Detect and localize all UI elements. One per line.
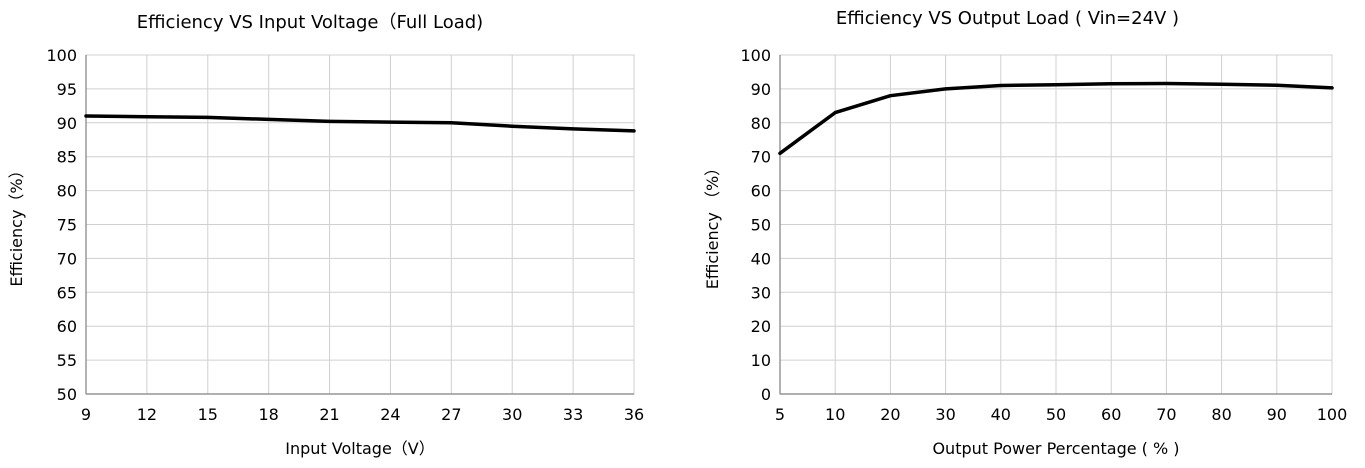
chart-plot: 0 10 20 30 40 50 60 70 80 90 100 5 10 20 30 40 50 60 70 80 9…: [703, 46, 1348, 458]
x-tick-label: 15: [198, 405, 218, 424]
y-tick-label: 90: [751, 80, 771, 99]
chart-title: Efficiency VS Output Load ( Vin=24V ): [835, 8, 1180, 29]
x-tick-label: 36: [624, 405, 644, 424]
x-tick-label: 20: [880, 405, 900, 424]
x-tick-label: 40: [991, 405, 1011, 424]
y-axis-label: Efficiency（%）: [7, 162, 26, 286]
y-tick-label: 40: [751, 249, 771, 268]
y-tick-label: 50: [57, 385, 77, 404]
y-tick-label: 70: [751, 148, 771, 167]
y-tick-label: 95: [57, 80, 77, 99]
x-tick-label: 30: [935, 405, 955, 424]
y-tick-label: 75: [57, 216, 77, 235]
y-tick-label: 10: [751, 351, 771, 370]
x-tick-label: 60: [1101, 405, 1121, 424]
chart-title: Efficiency VS Input Voltage（Full Load): [136, 12, 484, 33]
x-tick-label: 9: [81, 405, 91, 424]
y-tick-label: 100: [46, 46, 77, 65]
y-tick-label: 55: [57, 351, 77, 370]
y-tick-label: 100: [740, 46, 771, 65]
y-tick-label: 30: [751, 283, 771, 302]
y-tick-label: 80: [751, 114, 771, 133]
y-tick-label: 60: [751, 182, 771, 201]
x-tick-label: 30: [502, 405, 522, 424]
efficiency-series-line: [84, 114, 636, 133]
y-axis-label: Efficiency （%）: [703, 160, 722, 289]
y-tick-label: 65: [57, 283, 77, 302]
efficiency-series-line: [778, 81, 1334, 156]
y-tick-label: 60: [57, 317, 77, 336]
x-tick-label: 5: [775, 405, 785, 424]
x-axis-label: Output Power Percentage ( % ): [932, 439, 1179, 458]
y-tick-label: 90: [57, 114, 77, 133]
x-tick-label: 10: [825, 405, 845, 424]
y-tick-label: 70: [57, 249, 77, 268]
chart-efficiency-vs-input-voltage: Efficiency VS Input Voltage（Full Load) 5…: [0, 0, 660, 468]
y-tick-label: 50: [751, 216, 771, 235]
x-tick-label: 90: [1267, 405, 1287, 424]
x-tick-label: 100: [1317, 405, 1348, 424]
x-tick-label: 50: [1046, 405, 1066, 424]
x-tick-label: 24: [380, 405, 400, 424]
y-tick-label: 80: [57, 182, 77, 201]
x-tick-label: 70: [1156, 405, 1176, 424]
x-axis-label: Input Voltage（V）: [285, 439, 434, 458]
y-tick-label: 0: [761, 385, 771, 404]
x-tick-label: 33: [563, 405, 583, 424]
x-tick-label: 18: [258, 405, 278, 424]
x-tick-label: 21: [319, 405, 339, 424]
y-tick-label: 85: [57, 148, 77, 167]
chart-plot: 50 55 60 65 70 75 80 85 90 95 100 9 12 15 18 21 24 27 30 33…: [7, 46, 644, 458]
x-tick-label: 80: [1211, 405, 1231, 424]
x-tick-label: 27: [441, 405, 461, 424]
x-tick-label: 12: [137, 405, 157, 424]
chart-efficiency-vs-output-load: Efficiency VS Output Load ( Vin=24V ) 0 1…: [690, 0, 1365, 468]
y-tick-label: 20: [751, 317, 771, 336]
